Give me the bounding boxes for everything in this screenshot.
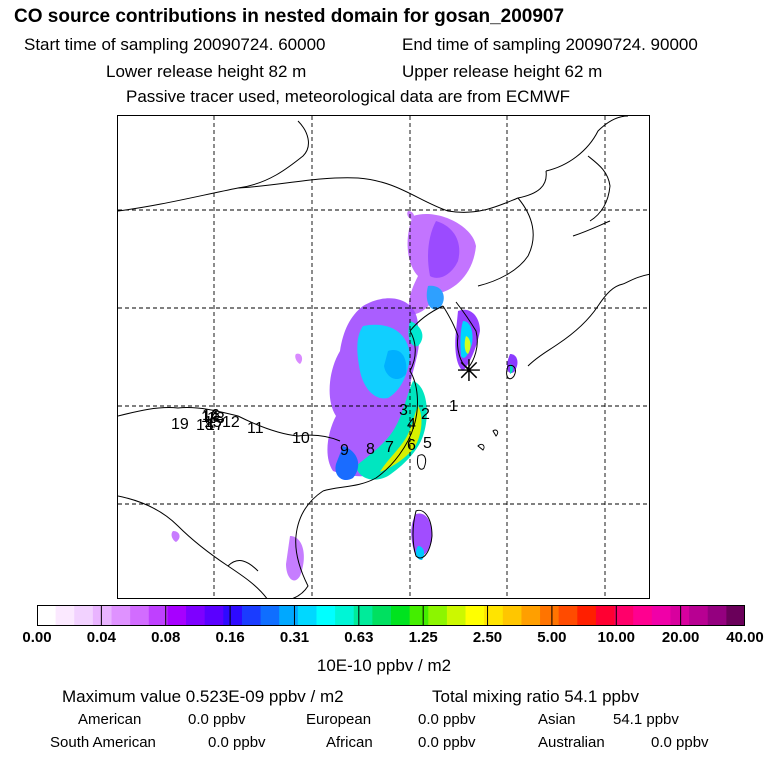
plot-title: CO source contributions in nested domain…	[14, 6, 565, 27]
colorbar-cell	[111, 605, 131, 626]
colorbar-cell	[540, 605, 560, 626]
region-label: 6	[407, 437, 416, 454]
map-panel: ✳ 1 2 3 4 5 6 7 8 9 10 11 12 13 14 15 16…	[117, 115, 650, 599]
colorbar-cell	[428, 605, 448, 626]
colorbar-cell	[707, 605, 727, 626]
colorbar-cell	[316, 605, 336, 626]
colorbar-cell	[241, 605, 262, 626]
colorbar-cell	[186, 605, 206, 626]
region-label: 16	[202, 407, 220, 424]
colorbar-cell	[37, 605, 57, 626]
colorbar-cell	[167, 605, 187, 626]
total-mixing-ratio: Total mixing ratio 54.1 ppbv	[432, 687, 639, 706]
region-value-australian: 0.0 ppbv	[651, 734, 709, 751]
colorbar-tick-label: 40.00	[726, 629, 764, 646]
colorbar-cell	[92, 605, 113, 626]
colorbar-cell	[335, 605, 355, 626]
region-name-australian: Australian	[538, 734, 605, 751]
region-label: 5	[423, 435, 432, 452]
colorbar-cell	[446, 605, 467, 626]
colorbar-cell	[223, 605, 243, 626]
max-value-text: Maximum value 0.523E-09 ppbv / m2	[62, 687, 344, 706]
colorbar-cell	[130, 605, 150, 626]
coastlines	[118, 116, 649, 598]
colorbar	[37, 605, 745, 626]
colorbar-cell	[204, 605, 224, 626]
colorbar-tick-label: 10.00	[597, 629, 636, 646]
region-name-american: American	[78, 711, 142, 728]
region-value-african: 0.0 ppbv	[418, 734, 476, 751]
region-name-european: European	[306, 711, 372, 728]
map-svg: ✳ 1 2 3 4 5 6 7 8 9 10 11 12 13 14 15 16…	[118, 116, 649, 598]
colorbar-cell	[148, 605, 168, 626]
region-label: 4	[407, 416, 416, 433]
colorbar-cell	[465, 605, 485, 626]
colorbar-cell	[502, 605, 522, 626]
upper-release-height: Upper release height 62 m	[402, 62, 603, 81]
colorbar-tick-label: 2.50	[472, 629, 503, 646]
region-name-asian: Asian	[538, 711, 576, 728]
colorbar-tick-label: 0.08	[151, 629, 181, 646]
region-name-african: African	[326, 734, 373, 751]
colorbar-tick-label: 0.31	[279, 629, 310, 646]
colorbar-cell	[670, 605, 690, 626]
region-value-south-american: 0.0 ppbv	[208, 734, 266, 751]
region-label: 9	[340, 442, 349, 459]
region-label: 18	[196, 417, 214, 434]
co-plume	[171, 211, 518, 581]
colorbar-cell	[577, 605, 597, 626]
colorbar-cell	[558, 605, 578, 626]
region-label: 1	[449, 398, 458, 415]
colorbar-cell	[633, 605, 653, 626]
colorbar-cell	[260, 605, 280, 626]
region-label: 3	[399, 402, 408, 419]
region-value-american: 0.0 ppbv	[188, 711, 246, 728]
colorbar-svg	[37, 605, 745, 626]
region-label: 14	[201, 409, 219, 426]
region-label: 10	[292, 430, 310, 447]
colorbar-tick-label: 0.00	[22, 629, 52, 646]
colorbar-cell	[595, 605, 616, 626]
colorbar-tick-label: 5.00	[537, 629, 567, 646]
colorbar-units: 10E-10 ppbv / m2	[316, 656, 452, 675]
colorbar-cell	[74, 605, 94, 626]
colorbar-tick-label: 20.00	[661, 629, 700, 646]
region-label: 12	[222, 414, 240, 431]
receptor-marker: ✳	[456, 354, 481, 389]
colorbar-tick-label: 0.16	[215, 629, 245, 646]
colorbar-tick-label: 0.04	[86, 629, 116, 646]
colorbar-cell	[689, 605, 709, 626]
colorbar-cell	[726, 605, 745, 626]
region-label: 8	[366, 441, 375, 458]
region-label: 15	[204, 414, 222, 431]
colorbar-cell	[372, 605, 392, 626]
region-value-asian: 54.1 ppbv	[613, 711, 679, 728]
region-label: 2	[421, 406, 430, 423]
colorbar-cell	[484, 605, 504, 626]
colorbar-cell	[391, 605, 411, 626]
lat-lon-grid	[118, 116, 649, 598]
colorbar-cell	[353, 605, 373, 626]
colorbar-cell	[55, 605, 75, 626]
region-value-european: 0.0 ppbv	[418, 711, 476, 728]
region-label: 7	[385, 439, 394, 456]
region-name-south-american: South American	[50, 734, 156, 751]
region-label: 17	[206, 417, 224, 434]
region-label: 11	[247, 420, 264, 437]
colorbar-cell	[651, 605, 671, 626]
colorbar-cell	[409, 605, 429, 626]
colorbar-cell	[279, 605, 299, 626]
region-label: 19	[171, 416, 189, 433]
colorbar-cell	[521, 605, 541, 626]
colorbar-cell	[614, 605, 634, 626]
region-labels: 1 2 3 4 5 6 7 8 9 10 11 12 13 14 15 16 1…	[171, 398, 458, 459]
colorbar-tick-label: 1.25	[408, 629, 438, 646]
tracer-note: Passive tracer used, meteorological data…	[126, 87, 571, 106]
colorbar-tick-label: 0.63	[344, 629, 374, 646]
lower-release-height: Lower release height 82 m	[106, 62, 307, 81]
end-time-label: End time of sampling 20090724. 90000	[402, 35, 698, 54]
colorbar-cell	[297, 605, 317, 626]
start-time-label: Start time of sampling 20090724. 60000	[24, 35, 326, 54]
region-label: 13	[207, 410, 225, 427]
